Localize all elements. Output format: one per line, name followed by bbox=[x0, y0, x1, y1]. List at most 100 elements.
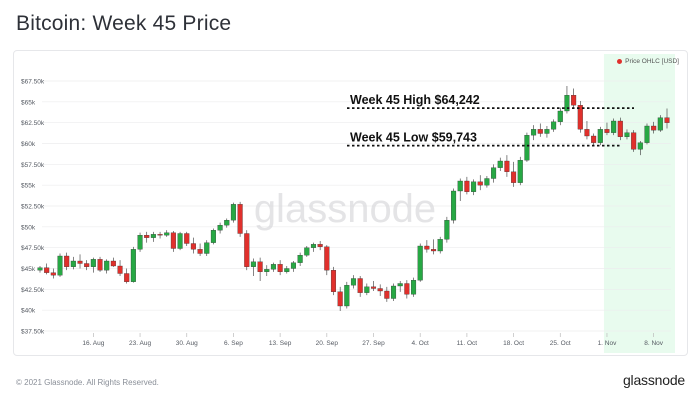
candle bbox=[577, 101, 583, 133]
candle-body bbox=[124, 273, 130, 282]
candle bbox=[317, 241, 323, 251]
y-tick-label: $57.50k bbox=[21, 162, 45, 169]
candle-body bbox=[177, 233, 183, 249]
candle bbox=[264, 265, 270, 276]
candle bbox=[370, 281, 377, 291]
candle bbox=[390, 283, 397, 301]
candle-body bbox=[37, 267, 43, 271]
candle-body bbox=[304, 247, 310, 256]
candle bbox=[484, 176, 490, 188]
candle-body bbox=[137, 235, 143, 250]
candle bbox=[210, 228, 216, 245]
candle-body bbox=[110, 260, 116, 267]
candle bbox=[397, 281, 403, 292]
candle-body bbox=[337, 291, 343, 307]
candle bbox=[597, 126, 603, 146]
candle-body bbox=[197, 249, 203, 254]
y-tick-label: $62.50k bbox=[21, 120, 45, 127]
candle-body bbox=[531, 129, 537, 136]
candle-body bbox=[597, 129, 603, 143]
candle-body bbox=[517, 160, 523, 183]
candle-body bbox=[617, 120, 623, 137]
x-tick-label: 25. Oct bbox=[550, 340, 571, 347]
candle-body bbox=[230, 204, 236, 221]
candle bbox=[304, 246, 310, 257]
candle-body bbox=[130, 249, 136, 282]
candle bbox=[310, 242, 317, 252]
candle bbox=[217, 222, 223, 234]
candle-body bbox=[77, 260, 83, 264]
candle bbox=[64, 252, 70, 271]
candle-body bbox=[164, 232, 170, 236]
candle bbox=[50, 268, 56, 279]
candle-body bbox=[57, 255, 63, 276]
candle-body bbox=[604, 129, 610, 133]
candle bbox=[551, 119, 557, 132]
candle bbox=[144, 231, 150, 243]
candle bbox=[591, 133, 597, 146]
copyright: © 2021 Glassnode. All Rights Reserved. bbox=[16, 378, 159, 387]
candle-body bbox=[644, 125, 650, 143]
candle-body bbox=[90, 259, 96, 267]
candle bbox=[130, 246, 136, 283]
candle-body bbox=[237, 204, 243, 234]
candle bbox=[531, 125, 537, 141]
week-45-highlight bbox=[603, 54, 675, 353]
candle-body bbox=[270, 264, 276, 270]
candle-body bbox=[551, 121, 557, 130]
candle-body bbox=[84, 263, 90, 267]
y-tick-label: $55k bbox=[21, 183, 36, 190]
x-tick-label: 30. Aug bbox=[176, 340, 198, 347]
candle bbox=[624, 129, 630, 140]
candle bbox=[457, 178, 463, 201]
x-axis: 16. Aug 23. Aug 30. Aug 6. Sep 13. Sep 20. Se… bbox=[82, 333, 664, 347]
candle-body bbox=[204, 242, 210, 254]
x-tick-label: 23. Aug bbox=[129, 340, 151, 347]
candle bbox=[437, 236, 443, 254]
annotation-label: Week 45 High $64,242 bbox=[350, 93, 480, 107]
candle bbox=[290, 261, 296, 272]
y-axis: $67.50k $65k $62.50k $60k $57.50k $55k $52.50k… bbox=[21, 79, 45, 336]
candle-body bbox=[564, 95, 570, 112]
candle-body bbox=[150, 234, 156, 238]
chart-legend[interactable]: Price OHLC [USD] bbox=[617, 58, 679, 65]
x-tick-label: 16. Aug bbox=[82, 340, 104, 347]
candle-body bbox=[170, 232, 176, 249]
candle bbox=[297, 252, 303, 266]
candle-body bbox=[244, 233, 250, 267]
candle-body bbox=[104, 260, 110, 271]
candle bbox=[657, 115, 663, 132]
candle bbox=[77, 254, 83, 269]
candle bbox=[611, 118, 617, 136]
candle-body bbox=[471, 181, 477, 192]
candle-body bbox=[557, 110, 563, 122]
candle-body bbox=[571, 95, 577, 106]
candle bbox=[511, 161, 517, 187]
candles bbox=[37, 86, 670, 311]
candle-body bbox=[297, 255, 303, 263]
candle bbox=[190, 237, 196, 254]
candle-body bbox=[457, 180, 463, 192]
candle-body bbox=[250, 261, 256, 267]
candle bbox=[377, 284, 383, 296]
candle bbox=[571, 88, 577, 109]
candle-body bbox=[624, 132, 630, 137]
candle bbox=[150, 231, 156, 242]
legend-label: Price OHLC [USD] bbox=[625, 58, 679, 65]
y-tick-label: $37.50k bbox=[21, 329, 45, 336]
candle bbox=[517, 156, 523, 186]
candle-body bbox=[257, 261, 263, 272]
candle-body bbox=[611, 120, 617, 133]
candle bbox=[104, 259, 110, 274]
x-tick-label: 18. Oct bbox=[503, 340, 524, 347]
candle bbox=[44, 263, 50, 275]
x-tick-label: 4. Oct bbox=[412, 340, 430, 347]
candle-body bbox=[330, 270, 337, 292]
candle bbox=[631, 130, 637, 152]
candle-body bbox=[344, 285, 350, 307]
candle-body bbox=[384, 290, 390, 299]
candle-body bbox=[50, 272, 56, 276]
candle bbox=[204, 240, 210, 256]
candle-body bbox=[431, 249, 437, 252]
candle bbox=[604, 122, 610, 136]
